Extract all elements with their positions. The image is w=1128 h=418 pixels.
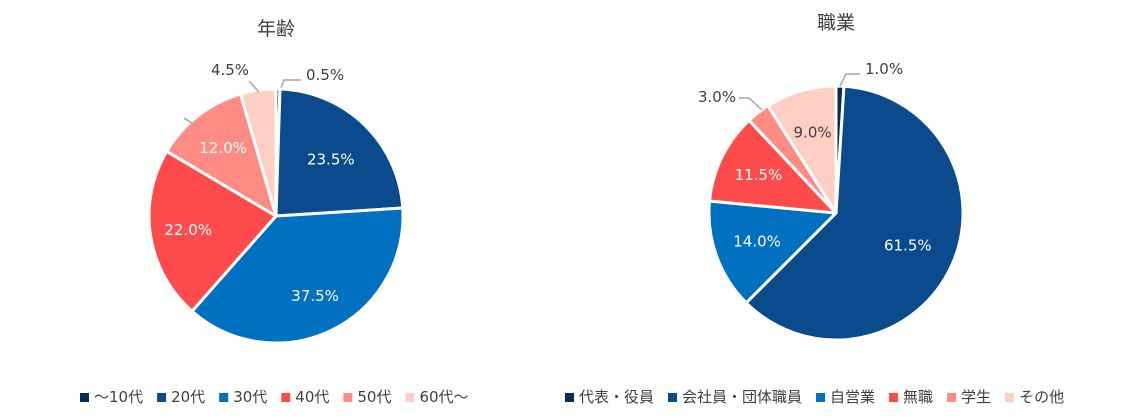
legend-swatch-0-0 xyxy=(80,393,89,402)
legend-label-0-2: 30代 xyxy=(233,388,267,406)
leader-line-1-0 xyxy=(839,73,860,87)
legend-label-0-4: 50代 xyxy=(357,388,391,406)
legend-label-1-0: 代表・役員 xyxy=(579,388,654,406)
pie-slice-1-1 xyxy=(744,84,965,342)
age-pie: 0.5% 23.5% 37.5% 22.0% 12.0% 4.5% xyxy=(147,61,405,345)
data-label-1-2: 14.0% xyxy=(733,232,781,250)
legend-label-0-3: 40代 xyxy=(295,388,329,406)
pie-slice-0-2 xyxy=(190,206,405,345)
pie-slice-0-1 xyxy=(274,87,405,218)
pie-slice-1-2 xyxy=(707,199,838,305)
leader-line-0-5 xyxy=(248,80,260,93)
legend-swatch-0-5 xyxy=(405,393,415,402)
occupation-chart: 職業 1.0% 61.5% 14.0% 11.5% 3.0% 9.0% 代表・役員 会社員・… xyxy=(565,12,1064,406)
legend-swatch-1-1 xyxy=(668,393,678,402)
legend-swatch-1-4 xyxy=(947,393,957,402)
legend-swatch-0-3 xyxy=(281,393,291,402)
legend-label-1-3: 無職 xyxy=(903,388,933,406)
occupation-legend: 代表・役員 会社員・団体職員 自営業 無職 学生 その他 xyxy=(565,388,1064,406)
data-label-1-5: 9.0% xyxy=(794,124,832,142)
data-label-0-0: 0.5% xyxy=(306,66,344,84)
legend-label-1-5: その他 xyxy=(1019,388,1064,406)
leader-line-1-4 xyxy=(739,97,763,111)
data-label-1-0: 1.0% xyxy=(865,60,903,78)
legend-label-0-5: 60代～ xyxy=(419,388,468,406)
legend-swatch-0-2 xyxy=(219,393,229,402)
legend-label-1-2: 自営業 xyxy=(830,388,875,406)
legend-label-1-1: 会社員・団体職員 xyxy=(682,388,802,406)
legend-swatch-0-4 xyxy=(343,393,353,402)
legend-label-1-4: 学生 xyxy=(961,388,991,406)
legend-swatch-1-5 xyxy=(1005,393,1015,402)
legend-label-0-0: ～10代 xyxy=(94,388,143,406)
pie-slice-1-5 xyxy=(766,84,838,215)
data-label-0-1: 23.5% xyxy=(307,151,355,169)
data-label-0-3: 22.0% xyxy=(164,221,212,239)
leader-line-0-4 xyxy=(183,117,199,128)
occupation-pie: 1.0% 61.5% 14.0% 11.5% 3.0% 9.0% xyxy=(698,60,965,342)
data-label-0-4: 12.0% xyxy=(199,139,247,157)
legend-swatch-1-0 xyxy=(565,393,574,402)
legend-swatch-1-3 xyxy=(889,393,899,402)
legend-label-0-1: 20代 xyxy=(171,388,205,406)
legend-swatch-1-2 xyxy=(816,393,826,402)
legend-swatch-0-1 xyxy=(157,393,167,402)
data-label-0-5: 4.5% xyxy=(211,61,249,79)
age-chart: 年齢 0.5% 23.5% 37.5% 22.0% 12.0% 4.5% ～10代 20代 3… xyxy=(80,18,469,406)
occupation-chart-title: 職業 xyxy=(817,12,855,34)
age-chart-title: 年齢 xyxy=(257,18,295,40)
age-legend: ～10代 20代 30代 40代 50代 60代～ xyxy=(80,388,469,406)
data-label-0-2: 37.5% xyxy=(291,287,339,305)
data-label-1-1: 61.5% xyxy=(884,236,932,254)
pie-slice-1-3 xyxy=(708,118,838,215)
pie-slice-0-3 xyxy=(147,149,278,313)
data-label-1-4: 3.0% xyxy=(698,88,736,106)
data-label-1-3: 11.5% xyxy=(735,166,783,184)
